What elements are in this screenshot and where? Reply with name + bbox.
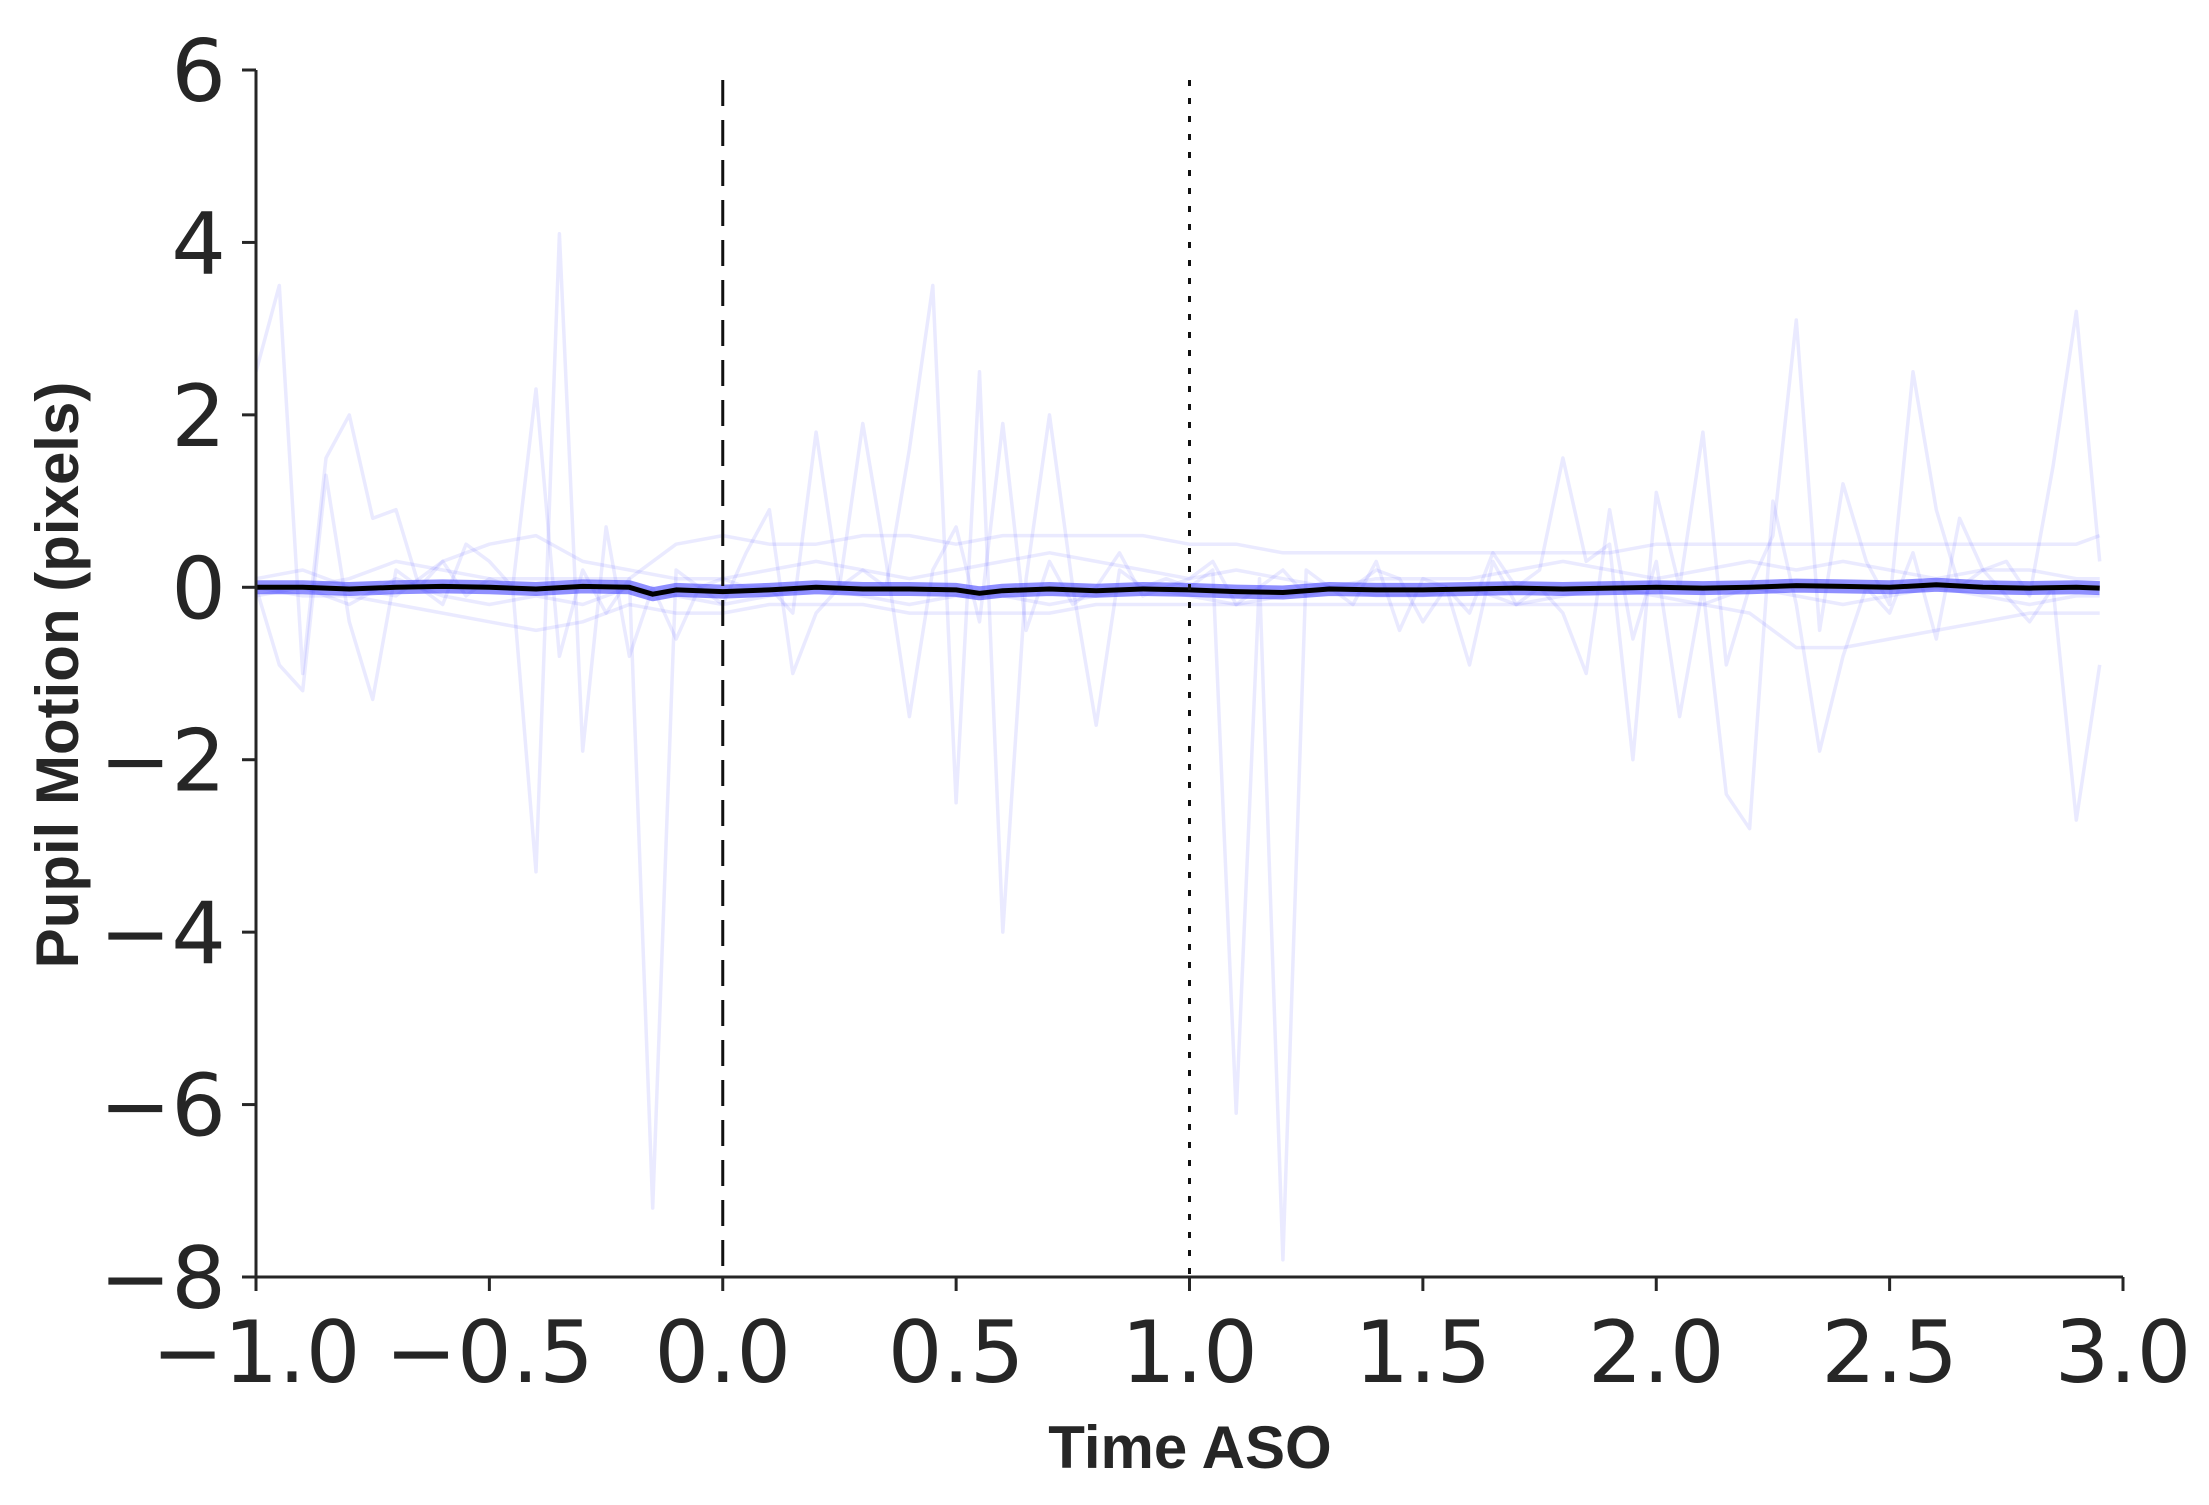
x-tick-label: 1.5 [1354, 1303, 1491, 1403]
plot-lines [254, 232, 2102, 1262]
x-tick-label: −1.0 [152, 1303, 361, 1403]
y-tick-label: −4 [99, 884, 226, 984]
x-axis-label: Time ASO [1048, 1414, 1331, 1481]
y-tick-label: 2 [171, 367, 226, 467]
mean-line [256, 582, 2100, 597]
y-tick-label: 4 [171, 194, 226, 294]
y-tick-label: −6 [99, 1057, 226, 1157]
y-tick-label: 0 [171, 539, 226, 639]
y-axis-label: Pupil Motion (pixels) [24, 382, 91, 969]
trial-line-5 [255, 533, 2100, 598]
event-markers [721, 80, 1191, 1277]
tick-labels: −1.0 −0.5 0.0 0.5 1.0 1.5 2.0 2.5 3.0 6 4 2 0 −2 −4 −6 −… [99, 22, 2191, 1403]
x-tick-label: 1.0 [1121, 1303, 1258, 1403]
y-tick-label: −8 [99, 1229, 226, 1329]
trial-line-3 [256, 533, 2101, 590]
x-tick-label: 0.0 [654, 1303, 791, 1403]
trial-line-2 [254, 232, 2102, 874]
x-tick-label: 2.5 [1821, 1303, 1958, 1403]
axes [242, 68, 2125, 1291]
x-tick-label: 2.0 [1588, 1303, 1725, 1403]
x-tick-label: 0.5 [888, 1303, 1025, 1403]
x-tick-label: 3.0 [2055, 1303, 2192, 1403]
x-tick-label: −0.5 [385, 1303, 594, 1403]
trial-line-1 [254, 283, 2102, 1262]
y-tick-label: −2 [99, 712, 226, 812]
y-tick-label: 6 [171, 22, 226, 122]
